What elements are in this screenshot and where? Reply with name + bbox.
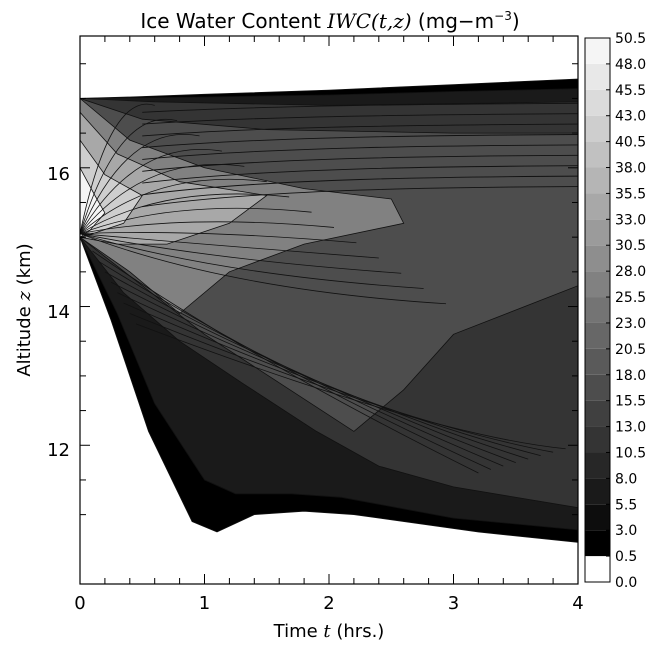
contour-line	[80, 233, 447, 305]
colorbar-tick-label: 25.5	[615, 290, 646, 306]
contour-line	[80, 178, 267, 234]
colorbar-band	[585, 400, 610, 427]
y-tick-label: 14	[47, 302, 70, 323]
colorbar: 0.0 0.5 3.0 5.5 8.0 10.5 13.0 15.5 18.0 20.5 23.0 2…	[584, 31, 646, 591]
x-tick-labels: 0 1 2 3 4	[74, 593, 583, 614]
contour-line	[142, 134, 578, 149]
colorbar-tick-label: 43.0	[615, 109, 646, 125]
contour-line	[117, 292, 529, 460]
colorbar-tick-label: 45.5	[615, 83, 646, 99]
contour-line	[142, 123, 578, 137]
colorbar-band	[585, 374, 610, 401]
colorbar-tick-label: 18.0	[615, 368, 646, 384]
chart-title-unit-sup: −3	[494, 9, 512, 23]
colorbar-tick-label: 5.5	[615, 497, 637, 513]
y-axis-title: Altitude z (km)	[14, 243, 35, 376]
contour-line	[80, 163, 245, 234]
colorbar-tick-label: 28.0	[615, 264, 646, 280]
colorbar-tick-label: 48.0	[615, 57, 646, 73]
plot-area	[79, 35, 579, 585]
chart-title-unit: (mg−m	[412, 9, 495, 33]
colorbar-tick-label: 10.5	[615, 445, 646, 461]
contour-line	[98, 261, 492, 470]
x-tick-label: 1	[199, 593, 210, 614]
contour-line	[92, 250, 479, 474]
chart-title: Ice Water Content IWC(t,z) (mg−m−3)	[140, 9, 519, 33]
colorbar-tick-label: 40.5	[615, 135, 646, 151]
y-tick-label: 12	[47, 440, 70, 461]
colorbar-tick-label: 0.0	[615, 575, 637, 591]
colorbar-band	[585, 115, 610, 142]
colorbar-tick-label: 33.0	[615, 212, 646, 228]
y-axis-ticks	[80, 63, 578, 516]
colorbar-tick-label: 3.0	[615, 523, 637, 539]
colorbar-band	[585, 141, 610, 168]
y-tick-labels: 12 14 16	[47, 164, 70, 461]
x-tick-label: 3	[448, 593, 459, 614]
colorbar-band	[585, 89, 610, 116]
colorbar-band	[585, 193, 610, 220]
contour-line	[142, 175, 578, 196]
colorbar-band	[585, 348, 610, 375]
colorbar-frame	[584, 37, 611, 583]
colorbar-band	[585, 38, 610, 64]
contour-line	[142, 186, 578, 208]
colorbar-band	[585, 297, 610, 323]
contour-line	[80, 193, 290, 235]
chart-title-prefix: Ice Water Content	[140, 9, 327, 33]
contour-line	[80, 103, 155, 234]
contour-line	[80, 118, 178, 234]
colorbar-tick-label: 35.5	[615, 186, 646, 202]
contour-line	[80, 233, 379, 259]
contour-line	[80, 149, 222, 234]
colorbar-tick-label: 30.5	[615, 238, 646, 254]
colorbar-band	[585, 167, 610, 194]
contour-line	[80, 207, 312, 235]
contour-line	[142, 113, 578, 125]
colorbar-band	[585, 322, 610, 349]
colorbar-band	[585, 504, 610, 531]
contour-line	[123, 302, 541, 457]
colorbar-tick-label: 20.5	[615, 342, 646, 358]
colorbar-tick-label: 23.0	[615, 316, 646, 332]
contour-line	[142, 165, 578, 184]
colorbar-band	[585, 478, 610, 505]
colorbar-tick-label: 15.5	[615, 394, 646, 410]
colorbar-tick-label: 38.0	[615, 161, 646, 177]
colorbar-band	[585, 271, 610, 298]
contour-line	[142, 144, 578, 160]
x-axis-ticks	[79, 36, 579, 584]
colorbar-band	[585, 63, 610, 90]
colorbar-tick-label: 0.5	[615, 549, 637, 565]
contour-line	[80, 233, 424, 289]
colorbar-band	[585, 426, 610, 453]
contour-line	[80, 221, 335, 235]
colorbar-tick-label: 13.0	[615, 420, 646, 436]
colorbar-band	[585, 245, 610, 272]
colorbar-band	[585, 219, 610, 246]
x-tick-label: 2	[323, 593, 334, 614]
contour-line-layer	[80, 102, 578, 474]
colorbar-tick-label: 50.5	[615, 31, 646, 47]
colorbar-band	[585, 530, 610, 557]
x-tick-label: 0	[74, 593, 85, 614]
contour-line	[80, 232, 357, 244]
contour-line	[129, 313, 554, 453]
contour-line	[135, 323, 566, 450]
contour-line	[142, 154, 578, 172]
colorbar-band	[585, 556, 610, 582]
chart-title-unit-close: )	[512, 9, 520, 33]
x-axis-title: Time t (hrs.)	[273, 621, 385, 642]
colorbar-tick-label: 8.0	[615, 471, 637, 487]
chart-title-math: IWC(t,z)	[326, 9, 411, 33]
y-tick-label: 16	[47, 164, 70, 185]
contour-line	[142, 102, 578, 113]
contour-line	[80, 233, 402, 274]
colorbar-band	[585, 452, 610, 479]
x-tick-label: 4	[572, 593, 583, 614]
contour-line	[80, 134, 200, 234]
